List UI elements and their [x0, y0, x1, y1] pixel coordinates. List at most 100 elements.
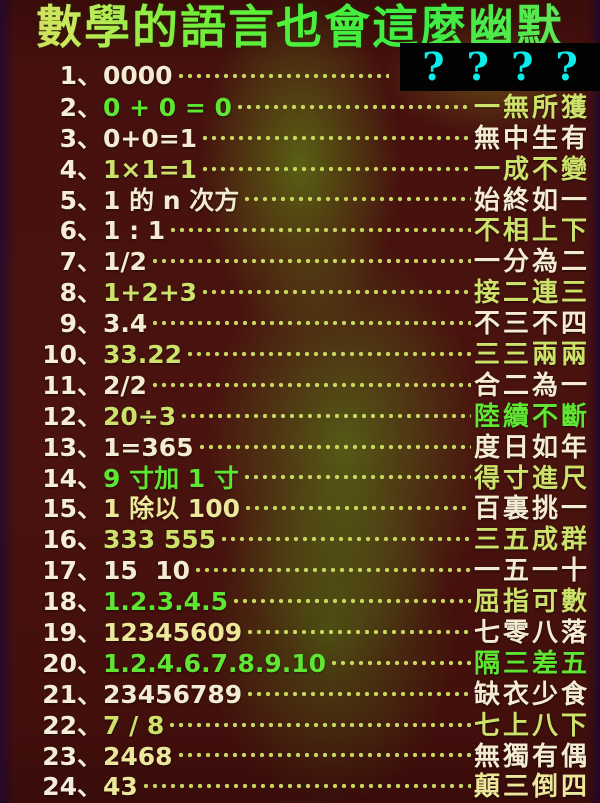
row-answer: 無中生有 — [473, 123, 590, 154]
row-answer: 一五一十 — [473, 556, 590, 587]
row-answer: 屈指可數 — [473, 587, 590, 618]
list-item: 17、 15 10 一五一十 — [0, 550, 590, 586]
row-expression: 20÷3 — [103, 401, 177, 431]
riddle-list: 1、 0000 ???? 2、 0 + 0 = 0 一無所獲 3、 0+0=1 … — [0, 43, 600, 802]
list-item: 24、 43 顛三倒四 — [0, 766, 590, 802]
row-expression: 23456789 — [103, 679, 243, 709]
leader-dots — [169, 225, 471, 236]
row-number: 5、 — [59, 185, 102, 215]
row-expression: 9 寸加 1 寸 — [103, 463, 239, 493]
list-item: 20、 1.2.4.6.7.8.9.10 隔三差五 — [0, 643, 590, 679]
row-answer: 三三兩兩 — [473, 340, 590, 371]
row-expression: 0+0=1 — [103, 123, 198, 153]
row-expression: 3.4 — [103, 309, 148, 339]
row-answer: 始終如一 — [473, 185, 590, 216]
leader-dots — [150, 256, 471, 267]
row-expression: 333 555 — [103, 525, 217, 555]
row-answer: 隔三差五 — [473, 648, 590, 679]
leader-dots — [235, 101, 471, 112]
row-expression: 7 / 8 — [103, 710, 165, 740]
list-item: 2、 0 + 0 = 0 一無所獲 — [0, 87, 590, 123]
row-number: 12、 — [42, 401, 102, 431]
list-item: 22、 7 / 8 七上八下 — [0, 705, 590, 741]
list-item: 5、 1 的 n 次方 始終如一 — [0, 180, 590, 216]
row-number: 21、 — [42, 679, 102, 709]
row-answer: 七零八落 — [473, 618, 590, 649]
leader-dots — [201, 163, 471, 174]
row-answer: 一分為二 — [473, 247, 590, 278]
list-item: 12、 20÷3 陸續不斷 — [0, 396, 590, 432]
row-expression: 1 的 n 次方 — [103, 185, 240, 215]
question-mark-icon: ? — [555, 44, 578, 89]
leader-dots — [150, 379, 471, 390]
row-expression: 1×1=1 — [103, 154, 198, 184]
leader-dots — [201, 287, 471, 298]
leader-dots — [220, 534, 471, 545]
list-item: 10、 33.22 三三兩兩 — [0, 334, 590, 370]
leader-dots — [231, 596, 471, 607]
row-number: 23、 — [42, 741, 102, 771]
row-expression: 1=365 — [103, 432, 194, 462]
row-number: 7、 — [59, 247, 102, 277]
row-number: 4、 — [59, 154, 102, 184]
row-expression: 1.2.4.6.7.8.9.10 — [103, 648, 327, 678]
list-item: 23、 2468 無獨有偶 — [0, 736, 590, 772]
leader-dots — [176, 70, 389, 81]
list-item: 13、 1=365 度日如年 — [0, 427, 590, 463]
leader-dots — [243, 194, 471, 205]
row-answer: 陸續不斷 — [473, 401, 590, 432]
row-expression: 12345609 — [103, 618, 243, 648]
list-item: 15、 1 除以 100 百裏挑一 — [0, 488, 590, 524]
leader-dots — [186, 348, 471, 359]
row-number: 1、 — [59, 61, 102, 90]
row-expression: 1+2+3 — [103, 278, 198, 308]
row-answer: 不相上下 — [473, 216, 590, 247]
leader-dots — [244, 503, 471, 514]
row-number: 14、 — [42, 463, 102, 493]
row-answer: 不三不四 — [473, 309, 590, 340]
row-number: 15、 — [42, 494, 102, 524]
question-mark-icon: ? — [422, 44, 445, 89]
list-item: 11、 2/2 合二為一 — [0, 365, 590, 401]
row-answer: 顛三倒四 — [473, 772, 590, 803]
leader-dots — [180, 410, 471, 421]
row-number: 11、 — [42, 370, 102, 400]
list-item: 18、 1.2.3.4.5 屈指可數 — [0, 581, 590, 617]
row-number: 2、 — [59, 92, 102, 122]
row-number: 17、 — [42, 556, 102, 586]
row-expression: 1 除以 100 — [103, 494, 240, 524]
row-answer: 度日如年 — [473, 432, 590, 463]
leader-dots — [330, 657, 471, 668]
row-number: 8、 — [59, 278, 102, 308]
list-item: 21、 23456789 缺衣少食 — [0, 674, 590, 710]
row-number: 22、 — [42, 710, 102, 740]
row-answer: 一成不變 — [473, 154, 590, 185]
leader-dots — [197, 441, 471, 452]
row-number: 18、 — [42, 587, 102, 617]
row-expression: 1.2.3.4.5 — [103, 587, 228, 617]
list-item: 6、 1 : 1 不相上下 — [0, 210, 590, 246]
row-number: 16、 — [42, 525, 102, 555]
row-answer: 接二連三 — [473, 278, 590, 309]
hidden-answer-slot: ???? — [392, 43, 600, 91]
row-answer: 三五成群 — [473, 525, 590, 556]
row-number: 10、 — [42, 340, 102, 370]
list-item: 8、 1+2+3 接二連三 — [0, 272, 590, 308]
row-number: 13、 — [42, 432, 102, 462]
row-expression: 2468 — [103, 741, 173, 771]
row-expression: 0000 — [103, 61, 173, 90]
row-answer: 一無所獲 — [473, 92, 590, 123]
leader-dots — [176, 750, 471, 761]
leader-dots — [151, 318, 471, 329]
leader-dots — [168, 719, 471, 730]
row-answer: 得寸進尺 — [473, 463, 590, 494]
list-item: 3、 0+0=1 無中生有 — [0, 118, 590, 154]
leader-dots — [242, 472, 471, 483]
row-number: 6、 — [59, 216, 102, 246]
row-expression: 1 : 1 — [103, 216, 166, 246]
row-number: 19、 — [42, 618, 102, 648]
leader-dots — [194, 565, 471, 576]
row-expression: 1/2 — [103, 247, 147, 277]
row-answer: 百裏挑一 — [473, 494, 590, 525]
